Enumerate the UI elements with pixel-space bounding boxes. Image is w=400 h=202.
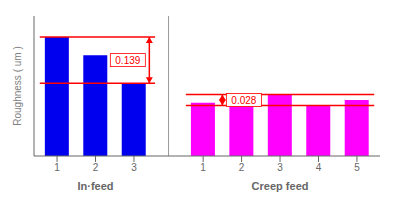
svg-text:1: 1 bbox=[200, 162, 206, 173]
svg-text:3: 3 bbox=[277, 162, 283, 173]
svg-text:4: 4 bbox=[316, 162, 322, 173]
svg-text:Creep feed: Creep feed bbox=[252, 180, 309, 192]
svg-text:2: 2 bbox=[93, 162, 99, 173]
svg-text:In·feed: In·feed bbox=[77, 180, 113, 192]
svg-text:2: 2 bbox=[239, 162, 245, 173]
svg-text:0.139: 0.139 bbox=[115, 55, 140, 66]
svg-text:0.028: 0.028 bbox=[231, 95, 256, 106]
svg-text:3: 3 bbox=[131, 162, 137, 173]
svg-text:Roughness ( um ): Roughness ( um ) bbox=[12, 46, 23, 125]
svg-text:1: 1 bbox=[54, 162, 60, 173]
svg-text:5: 5 bbox=[354, 162, 360, 173]
